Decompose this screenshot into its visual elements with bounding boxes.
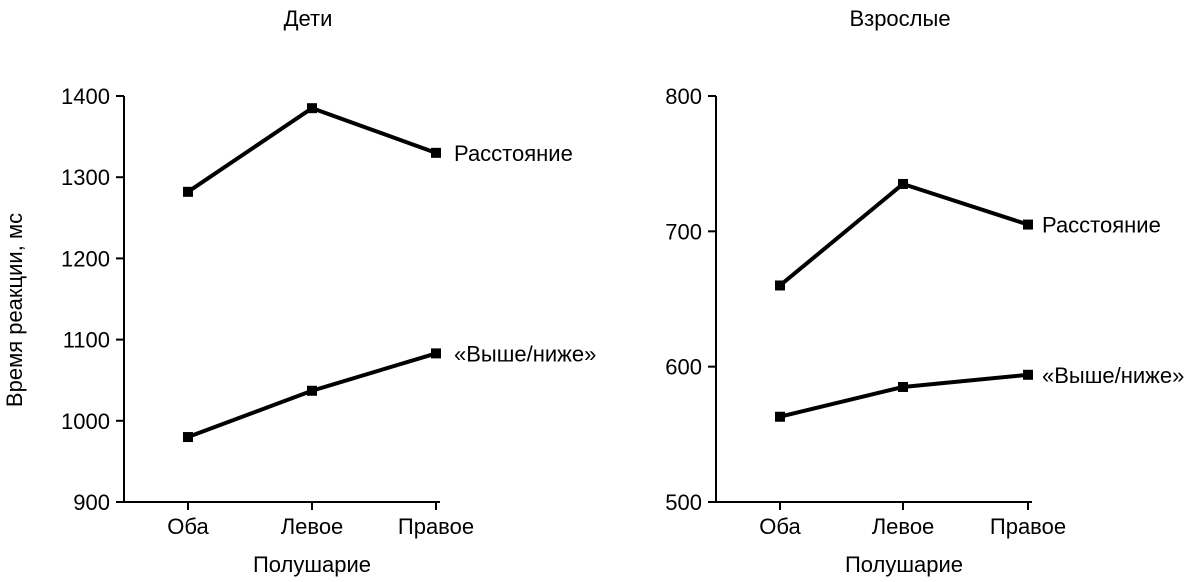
chart1-data-point [183,186,193,197]
chart2-data-point [898,381,908,392]
chart2-x-tick-label: Левое [872,514,935,539]
chart1-x-axis-label: Полушарие [253,552,371,577]
chart1-data-point [183,432,193,443]
chart1-y-tick-label: 1000 [61,409,110,434]
chart1-y-tick-label: 1300 [61,165,110,190]
chart1-series-label: Расстояние [454,141,573,166]
chart1-y-tick-label: 1200 [61,246,110,271]
chart1-y-tick-label: 1400 [61,84,110,109]
chart1-series-line [186,106,437,194]
chart2-x-tick-label: Правое [990,514,1066,539]
chart1-y-tick-label: 1100 [63,328,110,353]
chart1-data-point [307,385,317,396]
chart2-data-point [1023,369,1033,380]
chart2-x-axis-label: Полушарие [845,552,963,577]
chart2-y-tick-label: 700 [665,219,702,244]
chart2-y-tick-label: 800 [665,84,702,109]
chart2-y-tick-label: 500 [665,490,702,515]
chart2-series-line [778,181,1029,288]
chart2-data-point [775,411,785,422]
chart1-x-tick-label: Правое [398,514,474,539]
chart2-data-point [898,178,908,189]
chart1-data-point [431,147,441,158]
chart2-y-tick-label: 600 [665,355,702,380]
chart1-x-tick-label: Оба [167,514,209,539]
chart1-title: Дети [284,6,333,31]
chart2-title: Взрослые [849,6,950,31]
chart2-series-line [779,372,1029,419]
chart2-data-point [1023,219,1033,230]
chart1-data-point [431,348,441,359]
chart1-x-tick-label: Левое [281,514,344,539]
chart2-series-label: Расстояние [1042,213,1161,238]
chart2-x-tick-label: Оба [759,514,801,539]
chart2-series-label: «Выше/ниже» [1042,363,1184,388]
chart2-data-point [775,280,785,291]
chart1-data-point [307,103,317,114]
chart1-y-tick-label: 900 [73,490,110,515]
chart1-series-label: «Выше/ниже» [454,341,596,366]
shared-y-axis-label: Время реакции, мс [2,213,27,407]
